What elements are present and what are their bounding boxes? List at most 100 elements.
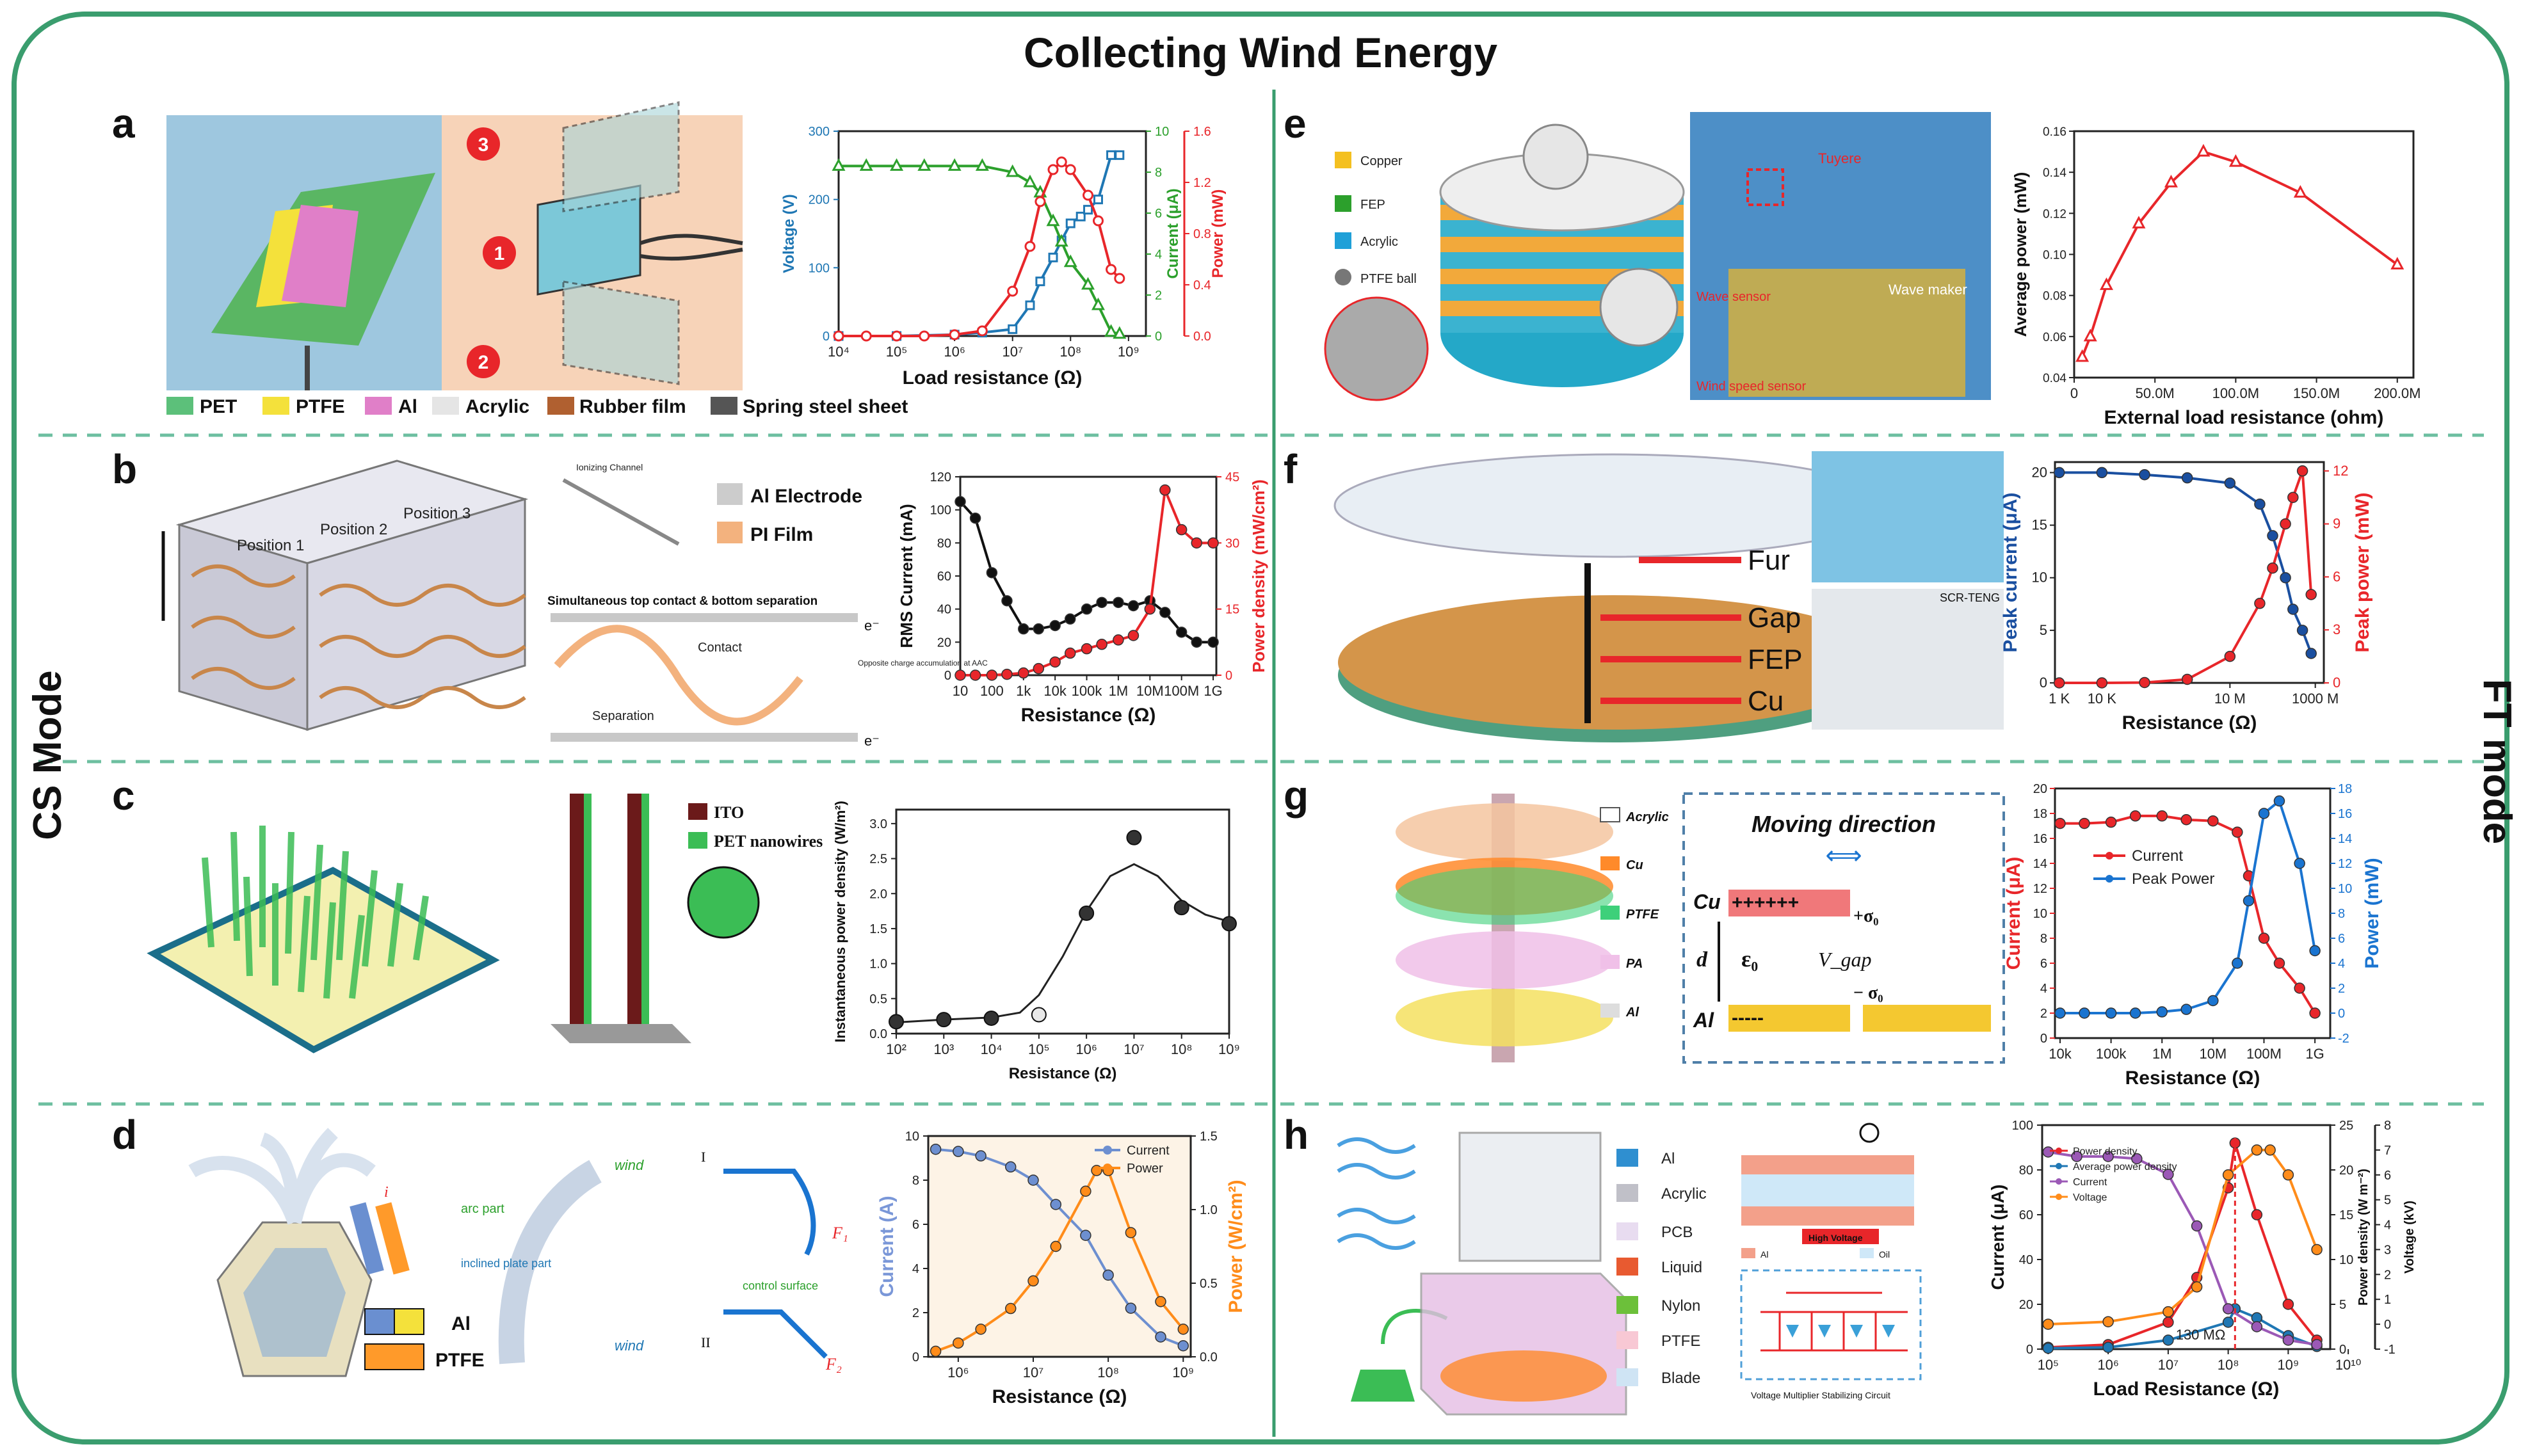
- chart-g-y2tick-label: 8: [2338, 907, 2345, 921]
- chart-g-point: [2273, 795, 2285, 807]
- label-arrows: [1600, 557, 1741, 704]
- al-flap: [282, 205, 358, 307]
- spring-steel: [640, 234, 743, 261]
- chart-g-point: [2054, 817, 2066, 829]
- chart-c-ytick-label: 0.5: [869, 992, 887, 1006]
- row-dividers: [38, 433, 2484, 1106]
- legend-h-ptfe: PTFE: [1661, 1332, 1700, 1350]
- chart-g-legend-current: Current: [2132, 847, 2183, 865]
- chart-a-xtick-label: 10⁸: [1059, 344, 1081, 360]
- chart-g-y2tick-label: -2: [2338, 1032, 2349, 1046]
- chart-c-xtick-label: 10⁸: [1171, 1041, 1193, 1057]
- chart-f-point: [2287, 604, 2299, 615]
- chart-a-xtick-label: 10⁵: [886, 344, 908, 360]
- chart-g-point: [2129, 1007, 2141, 1019]
- chart-f-point: [2139, 468, 2150, 481]
- chart-g-point: [2258, 932, 2270, 944]
- chart-a-ytick-label: 1.6: [1193, 125, 1211, 139]
- chart-c-ytick-label: 3.0: [869, 817, 887, 831]
- chart-e-ytick-label: 0.16: [2043, 125, 2066, 139]
- chart-c-xtick-label: 10⁷: [1124, 1041, 1144, 1057]
- chart-g-y2label: Power (mW): [2362, 858, 2383, 968]
- chart-b-xtick-label: 10k: [1043, 683, 1067, 699]
- bottom-layer: [1741, 1206, 1914, 1226]
- legend-fep: FEP: [1360, 198, 1385, 212]
- legend-g-pa: PA: [1626, 957, 1643, 971]
- chart-g-y2tick-label: 2: [2338, 982, 2345, 996]
- chart-b-point: [986, 669, 998, 681]
- legend-h-nylon: Nylon: [1661, 1297, 1700, 1315]
- chart-d-xtick-label: 10⁷: [1023, 1364, 1043, 1380]
- legend-pet: PET: [200, 396, 237, 417]
- chart-h-point: [2251, 1321, 2263, 1332]
- chart-h-point: [2222, 1316, 2234, 1328]
- chart-a-ylabel-voltage: Voltage (V): [780, 194, 798, 273]
- al-strip: [350, 1202, 384, 1275]
- chart-b-point: [1191, 636, 1202, 648]
- chart-b-xtick-label: 100M: [1164, 683, 1199, 699]
- chart-g-point: [2156, 810, 2168, 822]
- chart-h-point: [2251, 1144, 2263, 1156]
- chart-f-ytick-label: 20: [2032, 464, 2047, 480]
- chart-f-point: [2267, 530, 2278, 541]
- legend-swatch-pi-film: [717, 522, 743, 543]
- ptfe-strip: [375, 1202, 410, 1275]
- chart-g-xtick-label: 1M: [2152, 1046, 2172, 1062]
- chart-b-ytick-label: 15: [1225, 603, 1239, 617]
- chart-h-ytick-label: 10: [2339, 1253, 2353, 1267]
- chart-g-ytick-label: 12: [2033, 882, 2047, 896]
- chart-b-point: [1127, 600, 1140, 612]
- grid-front: [306, 497, 526, 732]
- position-3: Position 3: [403, 505, 471, 522]
- chart-h-xtick-label: 10⁶: [2097, 1357, 2119, 1373]
- legend-h-pcb: PCB: [1661, 1224, 1693, 1241]
- chart-a-point: [1008, 324, 1018, 334]
- chart-a-point: [1065, 164, 1076, 175]
- chart-b-point: [1175, 627, 1188, 638]
- wind-label-1: wind: [615, 1157, 644, 1173]
- chart-c-ytick-label: 1.5: [869, 922, 887, 936]
- legend-h-acrylic: Acrylic: [1661, 1185, 1707, 1203]
- chart-h-legend-average-power-density: Average power density: [2073, 1162, 2177, 1172]
- disc-pa: [1396, 931, 1613, 989]
- chart-f-ytick-label: 15: [2032, 517, 2047, 533]
- chart-b-point: [1096, 639, 1107, 650]
- legend-ptfe-ball: PTFE ball: [1360, 272, 1417, 286]
- chart-b-point: [954, 669, 966, 681]
- chart-d-point: [1155, 1296, 1166, 1308]
- legend-rubber-film: Rubber film: [579, 396, 686, 417]
- chart-c-point: [983, 1010, 999, 1026]
- panel-letter-f: f: [1284, 446, 1298, 492]
- panel-letter-c: c: [112, 772, 135, 819]
- cu-charges: ++++++: [1732, 892, 1799, 913]
- chart-b-ytick-label: 60: [937, 570, 951, 584]
- chart-g-y2tick-label: 12: [2338, 857, 2352, 871]
- panel-d: d Al PTFE arc part inclined plate part w…: [112, 1112, 848, 1377]
- legend-g-al: Al: [1625, 1005, 1639, 1020]
- chart-e-point: [2099, 277, 2113, 291]
- chart-g-y2tick-label: 4: [2338, 957, 2345, 971]
- chart-b: 10 100 1k 10k 100k 1M 10M 100M 1G020406080100120…: [897, 470, 1268, 726]
- chart-a-ytick-label: 200: [809, 193, 830, 207]
- legend-swatch-d-al: [364, 1308, 395, 1335]
- chart-a-xlabel: Load resistance (Ω): [903, 367, 1083, 388]
- chart-a-point: [1056, 156, 1067, 168]
- legend-swatch-g-pa: [1600, 955, 1620, 969]
- legend-swatch-pet: [166, 397, 193, 415]
- chart-a-point: [1083, 189, 1094, 201]
- opposite-charge-label: Opposite charge accumulation at AAC: [858, 659, 988, 668]
- scr-teng-label: SCR-TENG: [1940, 591, 2000, 604]
- chart-a-ylabel-power: Power (mW): [1209, 189, 1227, 278]
- chart-g-xtick-label: 10M: [2199, 1046, 2227, 1062]
- chart-e-ylabel: Average power (mW): [2011, 172, 2030, 337]
- legend-ito: ITO: [714, 803, 744, 822]
- chart-b-point: [1049, 620, 1061, 632]
- chart-a-ytick-label: 100: [809, 261, 830, 275]
- panel-a: a 3 1 2 PET PTFE Al Acrylic Rubber film …: [112, 100, 908, 417]
- chart-g-y2tick-label: 16: [2338, 807, 2352, 821]
- chart-a-point: [1091, 297, 1105, 310]
- chart-g-point: [2273, 957, 2285, 969]
- al-plate-1: [1728, 1005, 1850, 1032]
- chart-b-point: [1144, 603, 1156, 615]
- chart-f-point: [2296, 465, 2308, 477]
